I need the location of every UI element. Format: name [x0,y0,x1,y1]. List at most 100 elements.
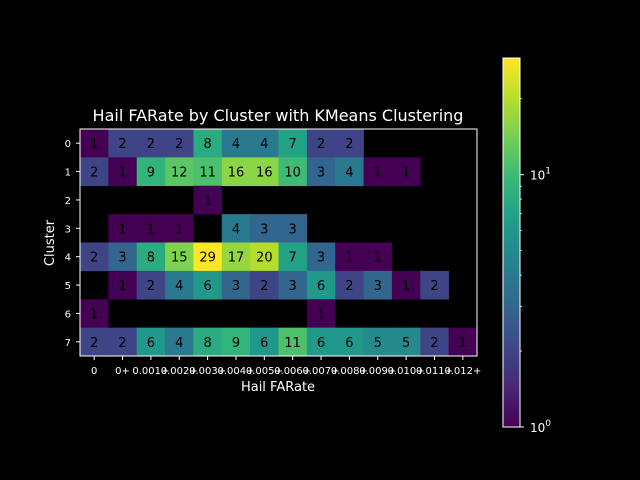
colorbar-tick-label: 100 [530,419,551,435]
heatmap-cell [250,242,279,272]
heatmap-cell [136,242,166,272]
x-tick-label: 0+ [115,366,130,377]
heatmap-cell [306,270,336,300]
cell-value-label: 12 [171,166,188,181]
heatmap-cell [80,327,109,357]
cell-value-label: 9 [232,336,240,351]
heatmap-cell [193,242,223,272]
heatmap-cell [80,129,109,158]
cell-value-label: 1 [118,222,126,237]
cell-value-label: 2 [90,166,98,181]
cell-value-label: 2 [118,137,126,152]
heatmap-cell [306,157,336,187]
x-tick-label: 0.005+ [246,366,283,377]
y-tick-label: 5 [65,281,71,292]
y-tick-label: 4 [65,253,71,264]
heatmap-cell [108,157,138,187]
heatmap-cell [108,214,138,243]
colorbar [502,57,521,428]
heatmap-cell [221,270,251,300]
heatmap-cell [420,270,449,300]
cell-value-label: 2 [175,137,183,152]
heatmap-cell [221,242,251,272]
heatmap-cell [391,327,421,357]
heatmap-cell [250,129,279,158]
y-axis-ticks: 0 1 2 3 4 5 6 7 [65,139,80,349]
cell-value-label: 1 [118,279,126,294]
chart-title: Hail FARate by Cluster with KMeans Clust… [93,106,464,125]
cell-value-label: 10 [284,166,301,181]
cell-value-label: 5 [374,336,382,351]
cell-value-label: 4 [345,166,353,181]
heatmap-cell [420,327,449,357]
cell-value-label: 17 [228,251,245,266]
heatmap-cell [193,185,223,215]
x-axis-ticks: 0 0+ 0.001+0.002+0.003+0.004+0.005+0.006+0… [91,356,481,377]
heatmap-cell [335,270,364,300]
cell-value-label: 3 [118,251,126,266]
cell-value-label: 11 [284,336,301,351]
cell-value-label: 3 [317,166,325,181]
cell-value-label: 1 [90,307,98,322]
cell-value-label: 4 [232,137,240,152]
cell-value-label: 6 [317,279,325,294]
cell-value-label: 16 [228,166,245,181]
heatmap-cell [108,242,138,272]
heatmap-cell [221,157,251,187]
heatmap-cell [193,270,223,300]
x-tick-label: 0.011+ [416,366,453,377]
heatmap-cell [136,129,166,158]
cell-value-label: 20 [256,251,273,266]
heatmap-cell [250,214,279,243]
cell-value-label: 1 [402,166,410,181]
cell-value-label: 15 [171,251,188,266]
x-tick-label: 0.009+ [359,366,396,377]
heatmap-cell [108,270,138,300]
cell-value-label: 3 [260,222,268,237]
cell-value-label: 3 [317,251,325,266]
y-tick-label: 2 [65,196,71,207]
cell-value-label: 1 [203,194,211,209]
heatmap-cell [193,327,223,357]
heatmap-cell [363,242,393,272]
heatmap-cell [193,157,223,187]
heatmap-cell [306,327,336,357]
heatmap-cell [335,157,364,187]
cell-value-label: 1 [402,279,410,294]
x-tick-label: 0.003+ [189,366,226,377]
cell-value-label: 11 [199,166,216,181]
cell-value-label: 2 [430,336,438,351]
heatmap-cell [80,242,109,272]
cell-value-label: 1 [317,307,325,322]
cell-value-label: 2 [147,137,155,152]
cell-value-label: 2 [345,137,353,152]
heatmap-cell [306,129,336,158]
cell-value-label: 2 [345,279,353,294]
heatmap-cell [448,327,478,357]
heatmap-cell [335,129,364,158]
x-tick-label: 0.002+ [161,366,198,377]
heatmap-cell [335,327,364,357]
cell-value-label: 4 [175,336,183,351]
colorbar-ticks: 100 101 [520,98,551,435]
heatmap-cell [250,327,279,357]
cell-value-label: 4 [175,279,183,294]
heatmap-cell [363,270,393,300]
heatmap-cell [165,129,194,158]
cell-value-label: 2 [260,279,268,294]
cell-value-label: 1 [90,137,98,152]
x-tick-label: 0.010+ [388,366,425,377]
heatmap-cells [80,129,478,357]
colorbar-tick-label: 101 [530,167,551,183]
cell-value-label: 16 [256,166,273,181]
cell-value-label: 6 [147,336,155,351]
cell-value-label: 4 [232,222,240,237]
heatmap-cell [306,242,336,272]
y-axis-label: Cluster [43,219,58,266]
x-axis-label: Hail FARate [241,380,315,395]
heatmap-cell [306,299,336,328]
cell-value-label: 3 [232,279,240,294]
heatmap-cell [250,157,279,187]
cell-value-label: 8 [147,251,155,266]
